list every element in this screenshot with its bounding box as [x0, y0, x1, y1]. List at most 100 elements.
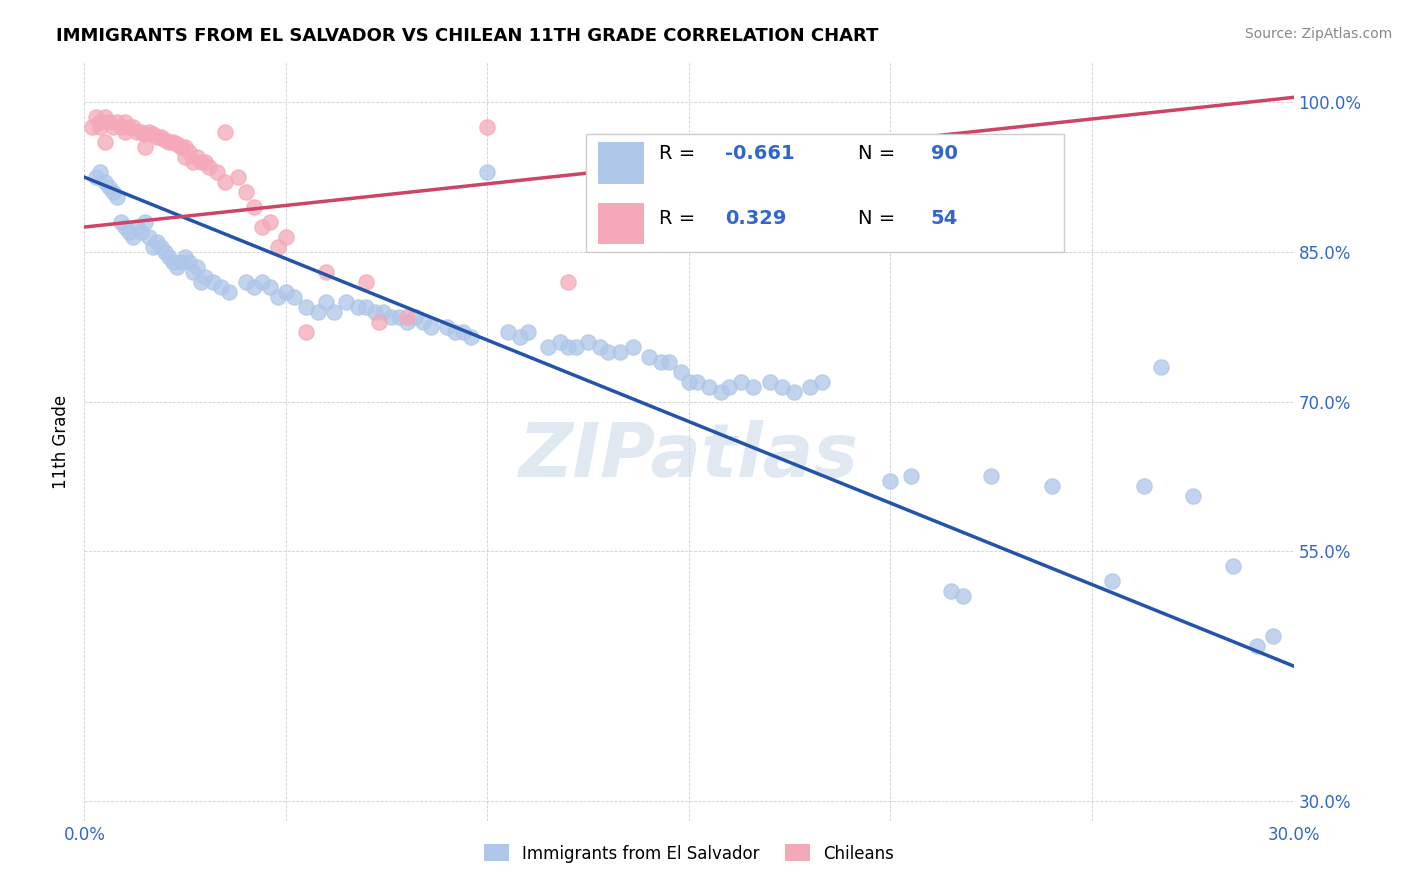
- Point: [179, 145, 201, 160]
- Point: [121, 120, 143, 135]
- Point: [166, 137, 188, 152]
- Point: [82, 120, 104, 135]
- Point: [153, 244, 176, 259]
- Text: 54: 54: [931, 209, 957, 227]
- Point: [371, 305, 394, 319]
- Point: [142, 240, 165, 254]
- Point: [274, 285, 297, 299]
- Point: [114, 115, 136, 129]
- Point: [356, 275, 378, 289]
- Point: [242, 200, 264, 214]
- Point: [194, 155, 217, 169]
- Point: [235, 275, 257, 289]
- Point: [209, 280, 232, 294]
- Point: [125, 125, 148, 139]
- Text: 90: 90: [931, 144, 957, 162]
- Point: [202, 275, 225, 289]
- Point: [557, 340, 579, 354]
- Point: [1181, 490, 1204, 504]
- Point: [186, 150, 208, 164]
- Point: [110, 215, 132, 229]
- Point: [198, 160, 221, 174]
- Point: [404, 310, 426, 324]
- Point: [444, 325, 467, 339]
- Point: [658, 355, 681, 369]
- Point: [267, 290, 290, 304]
- Point: [179, 255, 201, 269]
- FancyBboxPatch shape: [599, 202, 644, 244]
- Point: [576, 334, 599, 349]
- Point: [295, 300, 318, 314]
- Point: [742, 379, 765, 393]
- Point: [93, 175, 115, 189]
- Point: [129, 125, 152, 139]
- Point: [157, 135, 180, 149]
- Point: [637, 350, 659, 364]
- Point: [174, 150, 197, 164]
- Point: [295, 325, 318, 339]
- Point: [146, 130, 169, 145]
- Point: [207, 165, 229, 179]
- Point: [697, 379, 720, 393]
- Point: [436, 319, 458, 334]
- Point: [548, 334, 571, 349]
- Point: [1133, 479, 1156, 493]
- Point: [190, 155, 212, 169]
- Point: [315, 294, 337, 309]
- Point: [89, 165, 111, 179]
- Point: [259, 215, 281, 229]
- Point: [395, 310, 418, 324]
- Point: [609, 344, 631, 359]
- Point: [477, 120, 499, 135]
- Point: [93, 111, 115, 125]
- Point: [86, 111, 108, 125]
- Point: [142, 128, 165, 142]
- Point: [170, 140, 193, 154]
- Point: [93, 135, 115, 149]
- Point: [235, 185, 257, 199]
- Point: [138, 230, 160, 244]
- Point: [811, 375, 834, 389]
- Point: [412, 315, 434, 329]
- Point: [621, 340, 644, 354]
- Point: [214, 175, 236, 189]
- Text: R =: R =: [659, 144, 702, 162]
- Point: [678, 375, 700, 389]
- Point: [669, 365, 692, 379]
- Point: [770, 379, 793, 393]
- Point: [1263, 629, 1285, 643]
- Point: [194, 269, 217, 284]
- Point: [1149, 359, 1171, 374]
- Point: [509, 330, 531, 344]
- Point: [799, 379, 821, 393]
- Point: [315, 265, 337, 279]
- Point: [153, 133, 176, 147]
- Point: [181, 155, 204, 169]
- Point: [174, 140, 197, 154]
- Point: [149, 240, 172, 254]
- Point: [166, 260, 188, 274]
- Text: Source: ZipAtlas.com: Source: ZipAtlas.com: [1244, 27, 1392, 41]
- Point: [388, 310, 411, 324]
- Point: [730, 375, 752, 389]
- Point: [214, 125, 236, 139]
- Point: [686, 375, 709, 389]
- Point: [323, 305, 346, 319]
- Point: [267, 240, 290, 254]
- Point: [516, 325, 538, 339]
- Point: [356, 300, 378, 314]
- Text: N =: N =: [858, 144, 901, 162]
- Point: [879, 475, 901, 489]
- Point: [162, 255, 184, 269]
- Point: [138, 125, 160, 139]
- Point: [347, 300, 370, 314]
- Point: [174, 250, 197, 264]
- Text: IMMIGRANTS FROM EL SALVADOR VS CHILEAN 11TH GRADE CORRELATION CHART: IMMIGRANTS FROM EL SALVADOR VS CHILEAN 1…: [56, 27, 879, 45]
- Point: [162, 135, 184, 149]
- Point: [718, 379, 741, 393]
- Point: [758, 375, 780, 389]
- Point: [1101, 574, 1123, 589]
- Point: [1222, 559, 1244, 574]
- Point: [477, 165, 499, 179]
- Point: [557, 275, 579, 289]
